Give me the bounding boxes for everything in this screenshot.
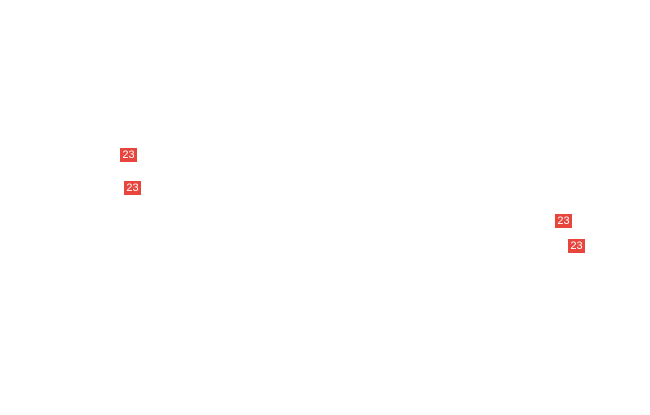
count-badge[interactable]: 23 <box>555 214 572 228</box>
count-badge[interactable]: 23 <box>124 181 141 195</box>
count-badge[interactable]: 23 <box>568 239 585 253</box>
count-badge[interactable]: 23 <box>120 148 137 162</box>
